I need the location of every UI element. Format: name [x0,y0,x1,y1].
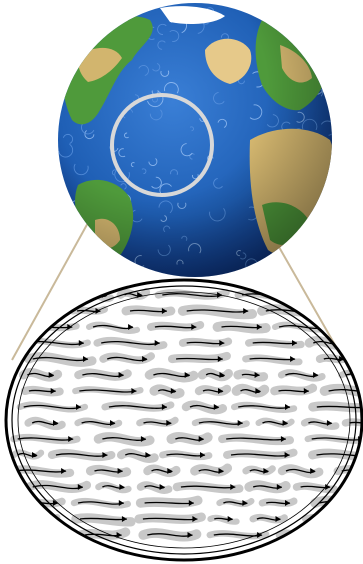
streamline-arrowhead [350,292,355,298]
streamline-arrow [24,294,59,296]
zoom-oval [6,280,363,560]
eddy-swirl [326,180,330,186]
eddy-swirl [323,4,327,9]
streamline-band [315,500,363,506]
eddy-swirl [235,5,238,9]
eddy-swirl [311,25,319,33]
streamline-arrowhead [54,292,59,298]
eddy-swirl [97,265,102,270]
streamline-arrowhead [353,516,358,522]
streamline-band [20,293,63,298]
eddy-swirl [328,7,331,11]
globe [56,0,335,277]
streamline-band [348,484,363,487]
streamline-band [336,309,363,313]
streamline-arrow [15,518,54,521]
streamline-band [300,293,360,296]
globe-shading [58,3,332,277]
streamline-band [345,326,363,329]
eddy-swirl [311,217,319,226]
eddy-swirl [324,74,328,79]
streamline-arrow [330,534,363,535]
eddy-swirl [83,13,89,22]
streamline-arrowhead [282,292,287,298]
streamline-arrowhead [337,340,342,346]
eddy-swirl [84,39,88,43]
eddy-swirl [316,248,329,262]
streamline-band [306,517,363,521]
eddy-swirl [57,87,65,94]
streamline-band [11,517,58,521]
streamline-arrow [310,518,359,520]
eddy-swirl [79,41,88,47]
eddy-swirl [100,14,115,26]
streamline-arrow [349,326,363,328]
streamline-arrowhead [47,308,52,314]
eddy-swirl [79,20,85,26]
eddy-swirl [313,213,326,228]
streamline-arrowhead [54,532,59,538]
streamline-arrow [20,534,59,536]
eddy-swirl [134,0,142,9]
streamline-arrow [340,310,363,313]
eddy-swirl [60,36,68,43]
eddy-swirl [270,270,275,274]
eddy-swirl [99,0,110,11]
streamline-arrow [352,486,363,487]
streamline-band [326,532,363,535]
eddy-swirl [247,5,253,12]
eddy-swirl [98,25,109,35]
streamline-arrowhead [297,532,302,538]
eddy-swirl [306,47,312,53]
streamline-arrow [304,294,356,296]
streamline-arrowhead [48,516,53,522]
streamline-band [356,356,363,360]
streamline-band [16,532,63,535]
